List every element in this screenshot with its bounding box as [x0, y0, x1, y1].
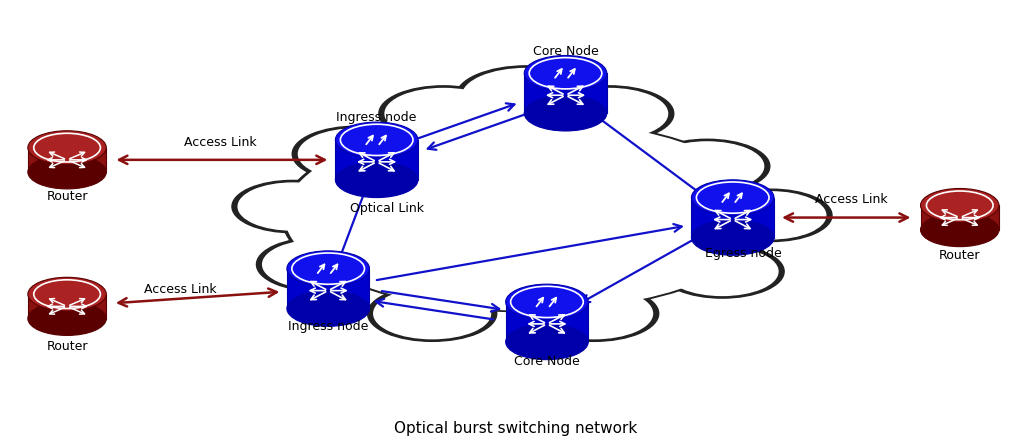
- Ellipse shape: [292, 126, 421, 182]
- Ellipse shape: [28, 277, 106, 311]
- Ellipse shape: [287, 251, 369, 286]
- Polygon shape: [28, 148, 106, 172]
- Ellipse shape: [287, 291, 369, 326]
- Ellipse shape: [256, 238, 382, 291]
- Ellipse shape: [506, 324, 588, 360]
- Text: Ingress node: Ingress node: [336, 111, 417, 124]
- Text: Egress node: Egress node: [705, 246, 781, 260]
- Ellipse shape: [551, 88, 668, 139]
- Text: Optical Link: Optical Link: [350, 202, 424, 215]
- Text: Access Link: Access Link: [184, 135, 256, 149]
- Ellipse shape: [524, 56, 607, 91]
- Ellipse shape: [691, 180, 774, 215]
- Ellipse shape: [644, 139, 770, 193]
- Ellipse shape: [28, 155, 106, 189]
- Polygon shape: [287, 269, 369, 309]
- Ellipse shape: [367, 286, 496, 341]
- Ellipse shape: [374, 289, 490, 339]
- Ellipse shape: [921, 213, 999, 247]
- Ellipse shape: [462, 68, 590, 123]
- Ellipse shape: [529, 286, 658, 341]
- Ellipse shape: [238, 183, 348, 230]
- Text: Core Node: Core Node: [514, 355, 580, 369]
- Text: Core Node: Core Node: [533, 44, 599, 58]
- Ellipse shape: [667, 247, 778, 295]
- Ellipse shape: [650, 142, 764, 190]
- Ellipse shape: [335, 122, 418, 158]
- Ellipse shape: [262, 240, 376, 289]
- Ellipse shape: [691, 220, 774, 255]
- Polygon shape: [691, 198, 774, 238]
- Ellipse shape: [660, 245, 784, 298]
- Ellipse shape: [282, 119, 771, 312]
- Ellipse shape: [456, 66, 596, 126]
- Ellipse shape: [716, 192, 826, 239]
- Ellipse shape: [385, 88, 502, 139]
- Polygon shape: [524, 73, 607, 113]
- Ellipse shape: [298, 129, 415, 179]
- Text: Ingress node: Ingress node: [288, 320, 368, 333]
- Ellipse shape: [285, 121, 768, 310]
- Ellipse shape: [28, 302, 106, 336]
- Text: Router: Router: [46, 190, 88, 203]
- Polygon shape: [921, 205, 999, 230]
- Text: Access Link: Access Link: [815, 193, 888, 206]
- Ellipse shape: [506, 284, 588, 320]
- Polygon shape: [335, 140, 418, 180]
- Text: Router: Router: [46, 340, 88, 353]
- Ellipse shape: [335, 162, 418, 198]
- Ellipse shape: [536, 289, 652, 339]
- Ellipse shape: [28, 131, 106, 165]
- Ellipse shape: [921, 188, 999, 222]
- Polygon shape: [506, 302, 588, 342]
- Text: Router: Router: [939, 249, 980, 262]
- Text: Access Link: Access Link: [144, 283, 217, 296]
- Ellipse shape: [710, 189, 832, 242]
- Ellipse shape: [232, 180, 354, 233]
- Ellipse shape: [379, 86, 508, 141]
- Text: Optical burst switching network: Optical burst switching network: [394, 421, 638, 436]
- Ellipse shape: [545, 86, 674, 141]
- Polygon shape: [28, 294, 106, 319]
- Ellipse shape: [524, 95, 607, 131]
